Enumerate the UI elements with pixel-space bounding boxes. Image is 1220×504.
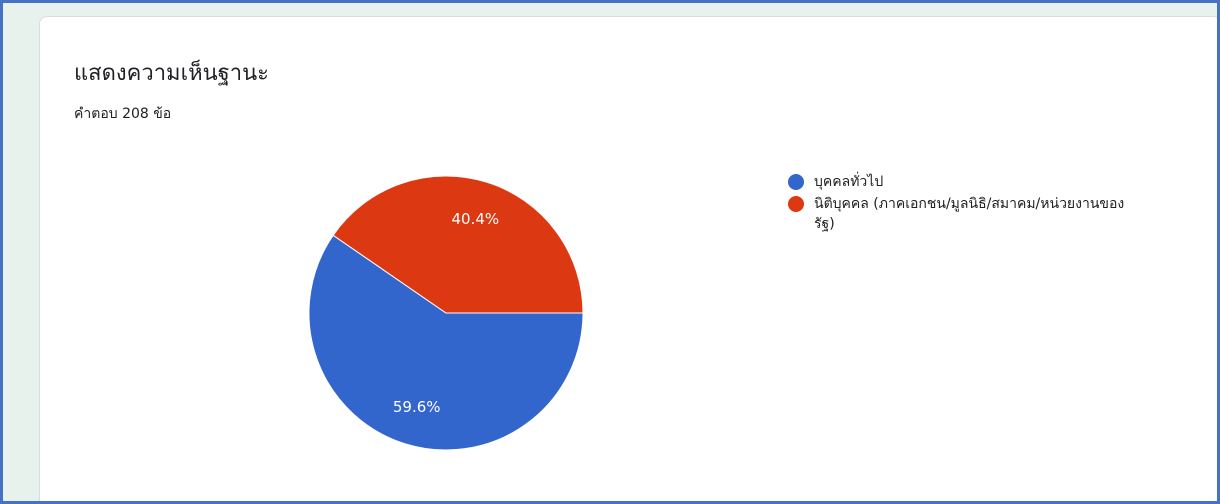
legend-item-juristic-person[interactable]: นิติบุคคล (ภาคเอกชน/มูลนิธิ/สมาคม/หน่วยง… (788, 194, 1148, 234)
pie-slice-label-0: 59.6% (393, 398, 441, 416)
pie-slice-0[interactable] (308, 234, 584, 451)
legend-dot-general-public (788, 174, 804, 190)
pie-chart: 59.6% 40.4% (308, 175, 584, 451)
response-count: คำตอบ 208 ข้อ (74, 106, 172, 122)
question-title: แสดงความเห็นฐานะ (74, 61, 269, 86)
legend-item-general-public[interactable]: บุคคลทั่วไป (788, 172, 1148, 192)
chart-legend: บุคคลทั่วไป นิติบุคคล (ภาคเอกชน/มูลนิธิ/… (788, 172, 1148, 236)
pie-slice-1[interactable] (332, 175, 584, 314)
legend-label-juristic-person: นิติบุคคล (ภาคเอกชน/มูลนิธิ/สมาคม/หน่วยง… (814, 196, 1125, 232)
legend-dot-juristic-person (788, 196, 804, 212)
pie-slice-label-1: 40.4% (451, 210, 499, 228)
response-summary-card: แสดงความเห็นฐานะ คำตอบ 208 ข้อ 59.6% 40.4… (39, 16, 1217, 501)
legend-label-general-public: บุคคลทั่วไป (814, 174, 884, 190)
